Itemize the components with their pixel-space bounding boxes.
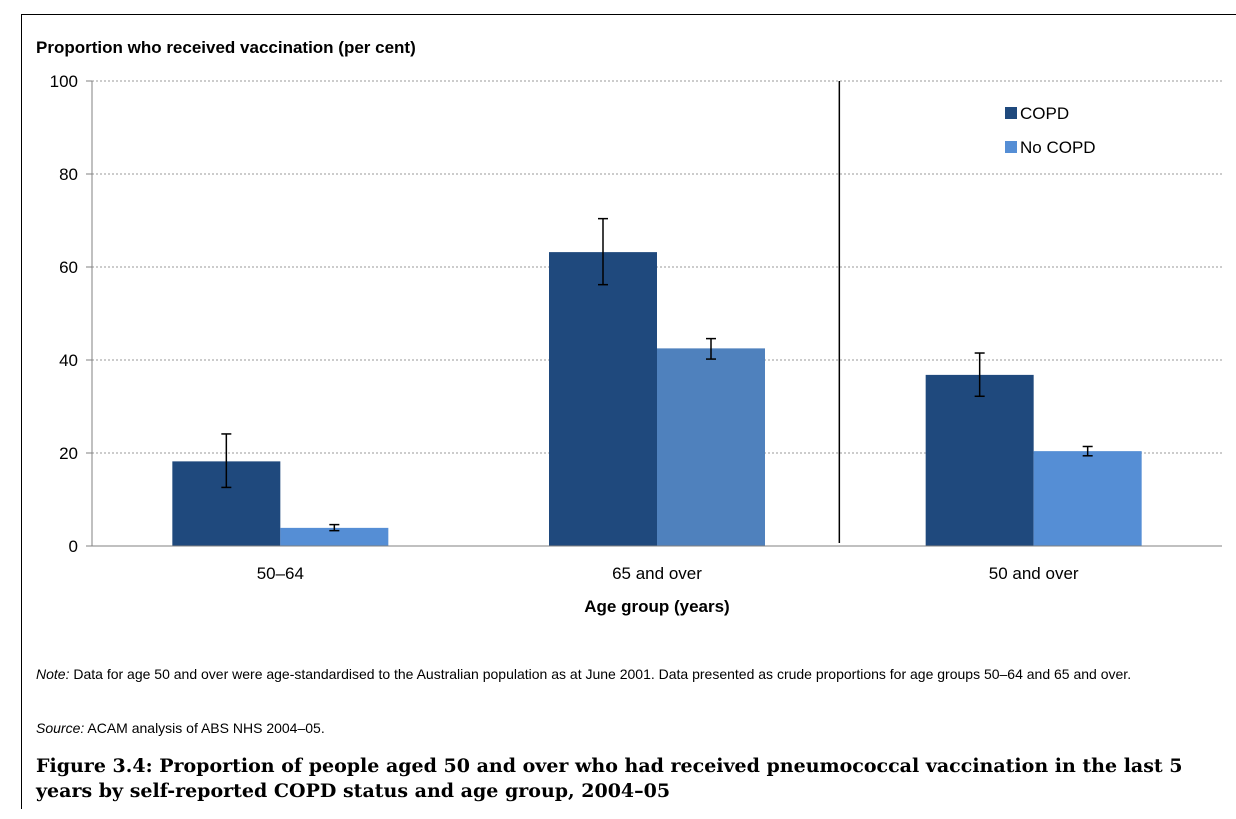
error-bars — [221, 217, 1093, 532]
y-tick-label: 20 — [59, 444, 78, 463]
y-tick-label: 80 — [59, 165, 78, 184]
x-tick-label: 50 and over — [989, 564, 1079, 583]
source-label: Source: — [36, 720, 85, 736]
bar-chart: 0 20 40 60 80 100 50–64 65 and over 50 and over… — [50, 72, 1222, 616]
figure-frame — [21, 14, 1236, 809]
bar-copd — [549, 252, 657, 546]
legend-label: No COPD — [1020, 138, 1096, 157]
figure-caption: Figure 3.4: Proportion of people aged 50… — [36, 755, 1183, 802]
y-tick-label: 40 — [59, 351, 78, 370]
bar-no-copd — [1033, 451, 1142, 546]
x-tick-label: 50–64 — [257, 564, 304, 583]
legend-label: COPD — [1020, 104, 1069, 123]
note-text: Data for age 50 and over were age-standa… — [69, 666, 1132, 682]
x-axis-title: Age group (years) — [584, 597, 729, 616]
bars — [172, 252, 1142, 546]
y-axis-ticks: 0 20 40 60 80 100 — [50, 72, 92, 556]
x-axis-ticks: 50–64 65 and over 50 and over — [257, 564, 1079, 583]
y-tick-label: 100 — [50, 72, 78, 91]
legend-swatch — [1005, 107, 1017, 119]
legend: COPD No COPD — [1005, 104, 1096, 157]
x-tick-label: 65 and over — [612, 564, 702, 583]
axes — [91, 81, 1222, 547]
y-tick-label: 0 — [69, 537, 78, 556]
source-text: ACAM analysis of ABS NHS 2004–05. — [84, 720, 325, 736]
bar-no-copd — [280, 527, 389, 546]
chart-source: Source: ACAM analysis of ABS NHS 2004–05… — [36, 720, 325, 736]
bar-no-copd — [657, 348, 765, 546]
note-label: Note: — [36, 666, 70, 682]
legend-swatch — [1005, 141, 1017, 153]
y-tick-label: 60 — [59, 258, 78, 277]
bar-copd — [925, 374, 1034, 546]
chart-note: Note: Data for age 50 and over were age-… — [36, 664, 1226, 685]
y-axis-title: Proportion who received vaccination (per… — [36, 38, 416, 57]
